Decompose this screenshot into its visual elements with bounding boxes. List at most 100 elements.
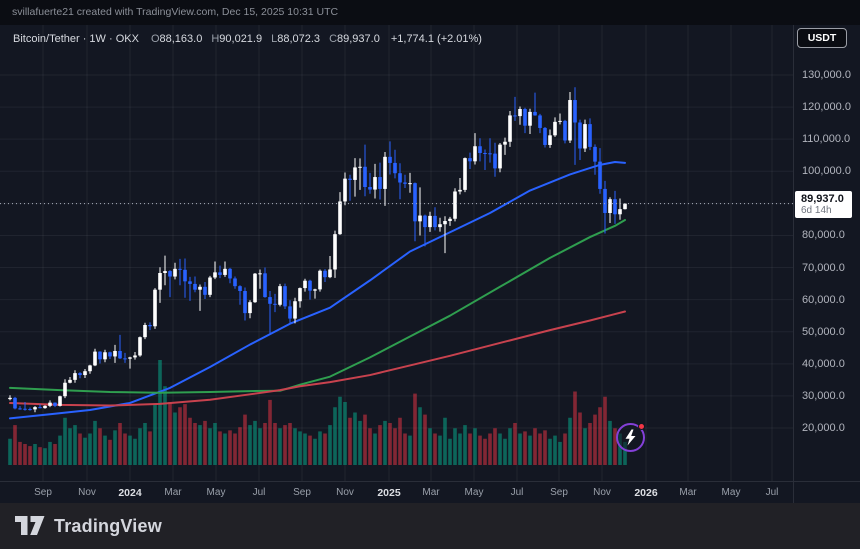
candle-body [8, 397, 12, 400]
attribution-text: svillafuerte21 created with TradingView.… [12, 6, 339, 18]
volume-bar [13, 425, 17, 465]
volume-bar [98, 428, 102, 465]
candle-body [238, 286, 242, 291]
volume-bar [538, 433, 542, 465]
candle-body [13, 397, 17, 409]
price-tick-label: 40,000.0 [802, 357, 845, 370]
price-tick-label: 70,000.0 [802, 261, 845, 274]
chart-pane[interactable]: Bitcoin/Tether · 1W · OKX O88,163.0 H90,… [0, 25, 860, 504]
price-axis[interactable]: 130,000.0 120,000.0 110,000.0 100,000.0 80,0… [793, 25, 860, 481]
candle-body [303, 280, 307, 289]
volume-bar [393, 428, 397, 465]
volume-bar [283, 425, 287, 465]
volume-bar [443, 417, 447, 465]
volume-bar [533, 428, 537, 465]
volume-bar [568, 417, 572, 465]
candle-body [493, 153, 497, 169]
time-axis[interactable]: Sep Nov 2024 Mar May Jul Sep Nov 2025 Mar May Jul Se… [0, 481, 860, 504]
volume-bar [618, 433, 622, 465]
candle-body [463, 158, 467, 190]
ma-line-ma200 [9, 310, 626, 407]
volume-bar [558, 441, 562, 465]
candle-body [413, 183, 417, 222]
time-tick-label: Sep [34, 487, 52, 498]
volume-bar [243, 414, 247, 465]
volume-bar [53, 444, 57, 465]
tradingview-logo-icon[interactable] [15, 516, 45, 536]
volume-bar [8, 438, 12, 465]
candle-body [173, 268, 177, 277]
volume-bar [48, 441, 52, 465]
volume-bar [258, 428, 262, 465]
candle-body [33, 407, 37, 410]
volume-bar [263, 423, 267, 465]
last-price-value: 89,937.0 [801, 193, 844, 205]
candle-body [78, 373, 82, 376]
volume-bar [343, 402, 347, 465]
brand-name[interactable]: TradingView [54, 515, 162, 536]
volume-bar [528, 435, 532, 465]
candle-body [248, 302, 252, 314]
volume-bar [503, 438, 507, 465]
symbol-title: Bitcoin/Tether · 1W · OKX [13, 33, 139, 45]
candle-body [108, 352, 112, 357]
volume-bar [188, 417, 192, 465]
chart-canvas[interactable] [0, 25, 793, 481]
volume-bar [423, 414, 427, 465]
volume-bar [543, 430, 547, 465]
volume-bar [83, 437, 87, 465]
price-tick-label: 110,000.0 [802, 133, 851, 146]
volume-bar [198, 425, 202, 465]
volume-bar [453, 428, 457, 465]
candle-body [263, 273, 267, 298]
candle-body [353, 167, 357, 180]
candle-body [538, 115, 542, 128]
time-tick-label: Mar [164, 487, 182, 498]
volume-bar [213, 423, 217, 465]
candle-body [73, 373, 77, 380]
volume-bar [373, 433, 377, 465]
time-tick-label: Sep [293, 487, 311, 498]
time-tick-label: May [206, 487, 226, 498]
volume-bar [218, 431, 222, 465]
volume-bar [163, 386, 167, 465]
price-tick-label: 120,000.0 [802, 101, 851, 114]
candle-body [518, 109, 522, 117]
volume-bar [303, 433, 307, 465]
volume-bar [363, 414, 367, 465]
volume-bar [238, 427, 242, 465]
volume-bar [548, 438, 552, 465]
volume-bar [308, 435, 312, 465]
candle-body [588, 124, 592, 147]
volume-bar [78, 433, 82, 465]
candle-body [578, 122, 582, 149]
volume-bar [123, 433, 127, 465]
candle-body [598, 161, 602, 189]
open-label: O [150, 33, 160, 45]
candle-body [528, 111, 532, 126]
volume-bar [133, 438, 137, 465]
volume-bar [383, 420, 387, 465]
candle-body [543, 127, 547, 145]
boost-button[interactable] [616, 423, 645, 452]
volume-bar [478, 435, 482, 465]
volume-bar [408, 435, 412, 465]
candle-body [583, 124, 587, 149]
candle-body [168, 271, 172, 277]
candle-body [418, 215, 422, 222]
time-tick-label: Jul [765, 487, 779, 498]
candle-body [438, 224, 442, 228]
candle-body [483, 152, 487, 154]
candle-body [178, 268, 182, 270]
currency-toggle-button[interactable]: USDT [797, 28, 847, 48]
volume-bar [333, 407, 337, 465]
volume-bar [108, 439, 112, 465]
volume-bar [578, 412, 582, 465]
volume-bar [158, 360, 162, 465]
volume-bar [268, 399, 272, 465]
volume-bar [323, 433, 327, 465]
candle-body [43, 405, 47, 409]
volume-bar [338, 396, 342, 465]
candle-body [53, 402, 57, 406]
volume-bar [138, 428, 142, 465]
